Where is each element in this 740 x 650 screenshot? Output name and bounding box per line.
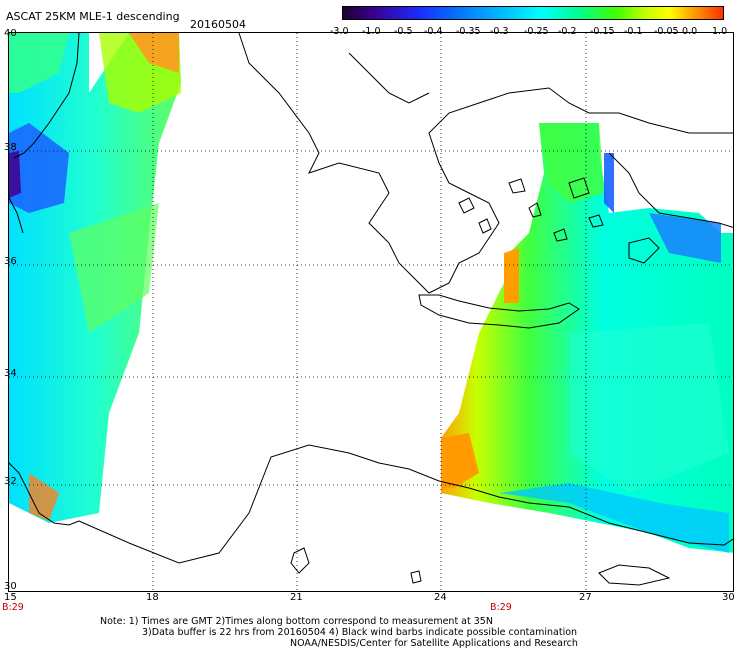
lon-label-27: 27 [579, 592, 592, 603]
lat-label-36: 36 [4, 256, 17, 267]
scale-label: -0.4 [424, 26, 443, 37]
scale-label: -0.25 [524, 26, 549, 37]
scale-label: 0.0 [682, 26, 698, 37]
wind-map [8, 32, 734, 592]
scale-label: -0.2 [558, 26, 577, 37]
lat-label-38: 38 [4, 142, 17, 153]
lat-label-34: 34 [4, 368, 17, 379]
scale-label: -0.5 [394, 26, 413, 37]
lat-label-32: 32 [4, 476, 17, 487]
lon-label-30: 30 [722, 592, 735, 603]
lon-label-15: 15 [4, 592, 17, 603]
color-scale-labels: -3.0 -1.0 -0.5 -0.4 -0.35 -0.3 -0.25 -0.… [320, 26, 740, 38]
lon-label-18: 18 [146, 592, 159, 603]
scale-label: 1.0 [712, 26, 728, 37]
coastlines [9, 33, 733, 586]
pass-time-right: B:29 [490, 602, 512, 613]
scale-label: -0.05 [654, 26, 679, 37]
note-line-3: NOAA/NESDIS/Center for Satellite Applica… [290, 638, 578, 649]
lat-label-40: 40 [4, 28, 17, 39]
note-line-1: Note: 1) Times are GMT 2)Times along bot… [100, 616, 493, 627]
map-title: ASCAT 25KM MLE-1 descending [6, 10, 180, 23]
scale-label: -0.35 [456, 26, 481, 37]
color-scale-bar [342, 6, 724, 20]
scale-label: -0.15 [590, 26, 615, 37]
lat-label-30: 30 [4, 581, 17, 592]
east-data-swath [441, 123, 733, 553]
footer-notes: Note: 1) Times are GMT 2)Times along bot… [100, 616, 620, 649]
lon-label-24: 24 [434, 592, 447, 603]
scale-label: -1.0 [362, 26, 381, 37]
scale-label: -0.3 [490, 26, 509, 37]
map-svg [9, 33, 733, 591]
scale-label: -0.1 [624, 26, 643, 37]
graticule [9, 33, 733, 591]
pass-time-left: B:29 [2, 602, 24, 613]
note-line-2: 3)Data buffer is 22 hrs from 20160504 4)… [142, 627, 578, 638]
west-data-swath [9, 33, 181, 523]
lon-label-21: 21 [290, 592, 303, 603]
scale-label: -3.0 [330, 26, 349, 37]
map-date: 20160504 [190, 18, 246, 31]
